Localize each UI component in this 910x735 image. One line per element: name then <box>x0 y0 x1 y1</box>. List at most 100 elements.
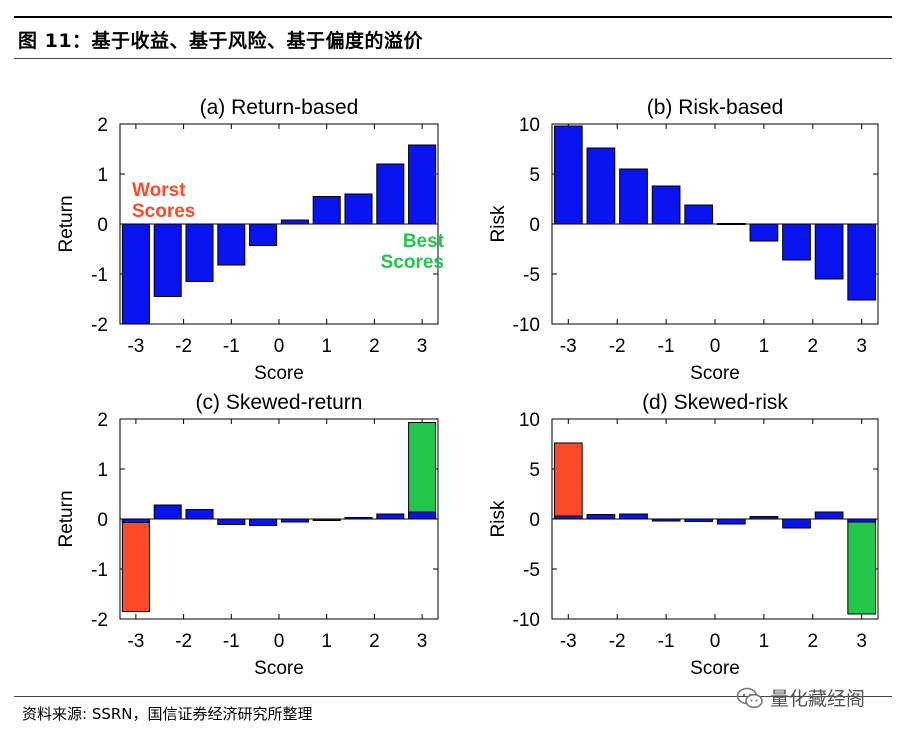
x-tick-label: -1 <box>658 336 675 357</box>
bar <box>153 504 182 520</box>
bar <box>217 223 246 266</box>
bar <box>716 518 746 525</box>
x-tick-label: 3 <box>856 631 867 652</box>
chart-a: (a) Return-based -2 -1 0 1 2 Return -3 -2 -1 0 1 2 3 S… <box>56 96 445 384</box>
x-tick-label: -2 <box>609 631 626 652</box>
y-tick-label: 2 <box>97 410 108 431</box>
bar <box>782 518 811 529</box>
wechat-icon <box>736 687 763 708</box>
bar <box>619 168 648 225</box>
annotation-line: Best <box>403 231 445 252</box>
best-scores-annotation: Best Scores <box>381 231 445 273</box>
x-tick-label: 0 <box>710 336 721 357</box>
x-tick-label: 0 <box>274 336 285 357</box>
bar <box>684 204 714 225</box>
watermark-text: 量化藏经阁 <box>770 688 866 710</box>
x-axis-label: Score <box>690 363 740 384</box>
source-note: 资料来源: SSRN，国信证券经济研究所整理 <box>22 705 313 723</box>
figure-header: 图 11：基于收益、基于风险、基于偏度的溢价 <box>14 16 892 60</box>
bar <box>847 223 877 301</box>
x-tick-label: 2 <box>369 631 380 652</box>
x-tick-label: 1 <box>321 336 332 357</box>
chart-title: (a) Return-based <box>200 96 359 119</box>
x-tick-label: 1 <box>759 336 770 357</box>
bar <box>619 513 648 520</box>
skew-bar <box>408 422 437 520</box>
bar <box>344 193 373 225</box>
x-tick-label: 1 <box>321 631 332 652</box>
x-tick-label: -1 <box>658 631 675 652</box>
y-tick-label: -2 <box>91 315 108 336</box>
x-axis-label: Score <box>690 658 740 679</box>
bar <box>782 223 811 261</box>
bar <box>586 147 616 225</box>
bar <box>217 518 246 525</box>
x-tick-label: 1 <box>759 631 770 652</box>
chart-title: (b) Risk-based <box>647 96 784 119</box>
skew-bar <box>553 442 583 520</box>
x-tick-label: -2 <box>175 336 192 357</box>
bar <box>749 223 779 242</box>
x-tick-label: 2 <box>808 336 819 357</box>
x-tick-label: -3 <box>127 336 144 357</box>
x-tick-label: -3 <box>560 336 577 357</box>
y-axis-label: Return <box>56 490 77 547</box>
bar <box>312 196 341 225</box>
header-rule <box>14 58 892 59</box>
footer-rule <box>14 696 892 697</box>
y-axis-label: Risk <box>488 500 509 537</box>
watermark: 量化藏经阁 <box>736 684 865 711</box>
bar <box>408 144 437 225</box>
y-tick-label: 10 <box>519 115 540 136</box>
y-tick-label: 0 <box>97 510 108 531</box>
x-tick-label: 3 <box>856 336 867 357</box>
y-tick-label: -5 <box>523 265 540 286</box>
skew-bar <box>847 518 877 615</box>
bar <box>376 163 405 225</box>
bar <box>249 518 278 526</box>
y-tick-label: 0 <box>529 510 540 531</box>
x-tick-label: -3 <box>560 631 577 652</box>
annotation-line: Scores <box>381 252 444 273</box>
y-tick-label: 1 <box>97 460 108 481</box>
y-tick-label: -10 <box>513 610 540 631</box>
x-tick-label: 2 <box>369 336 380 357</box>
y-tick-label: -1 <box>91 560 108 581</box>
x-tick-label: 0 <box>710 631 721 652</box>
y-tick-label: 2 <box>97 115 108 136</box>
annotation-line: Scores <box>132 201 195 222</box>
bar <box>814 223 844 280</box>
bar <box>185 223 214 282</box>
y-tick-label: 10 <box>519 410 540 431</box>
y-tick-label: 5 <box>529 460 540 481</box>
chart-c: (c) Skewed-return -2 -1 0 1 2 Return -3 -2 -1 0 1 2 3… <box>56 391 439 679</box>
bar <box>249 223 278 246</box>
bar <box>153 223 182 297</box>
x-tick-label: 3 <box>417 336 428 357</box>
y-tick-label: -1 <box>91 265 108 286</box>
x-tick-label: -2 <box>609 336 626 357</box>
x-tick-label: 3 <box>417 631 428 652</box>
bar <box>376 513 405 520</box>
bar <box>651 185 681 225</box>
annotation-line: Worst <box>132 180 186 201</box>
y-tick-label: -2 <box>91 610 108 631</box>
chart-title: (c) Skewed-return <box>196 391 363 414</box>
y-tick-label: 5 <box>529 165 540 186</box>
y-tick-label: 0 <box>97 215 108 236</box>
bar <box>121 518 150 523</box>
bar <box>814 511 844 520</box>
x-tick-label: -1 <box>223 336 240 357</box>
bar <box>280 219 309 225</box>
y-tick-label: 1 <box>97 165 108 186</box>
x-tick-label: 2 <box>808 631 819 652</box>
figure-title: 图 11：基于收益、基于风险、基于偏度的溢价 <box>18 30 424 52</box>
bar <box>121 223 150 325</box>
y-tick-label: -5 <box>523 560 540 581</box>
y-axis-label: Risk <box>488 205 509 242</box>
x-tick-label: 0 <box>274 631 285 652</box>
x-tick-label: -2 <box>175 631 192 652</box>
